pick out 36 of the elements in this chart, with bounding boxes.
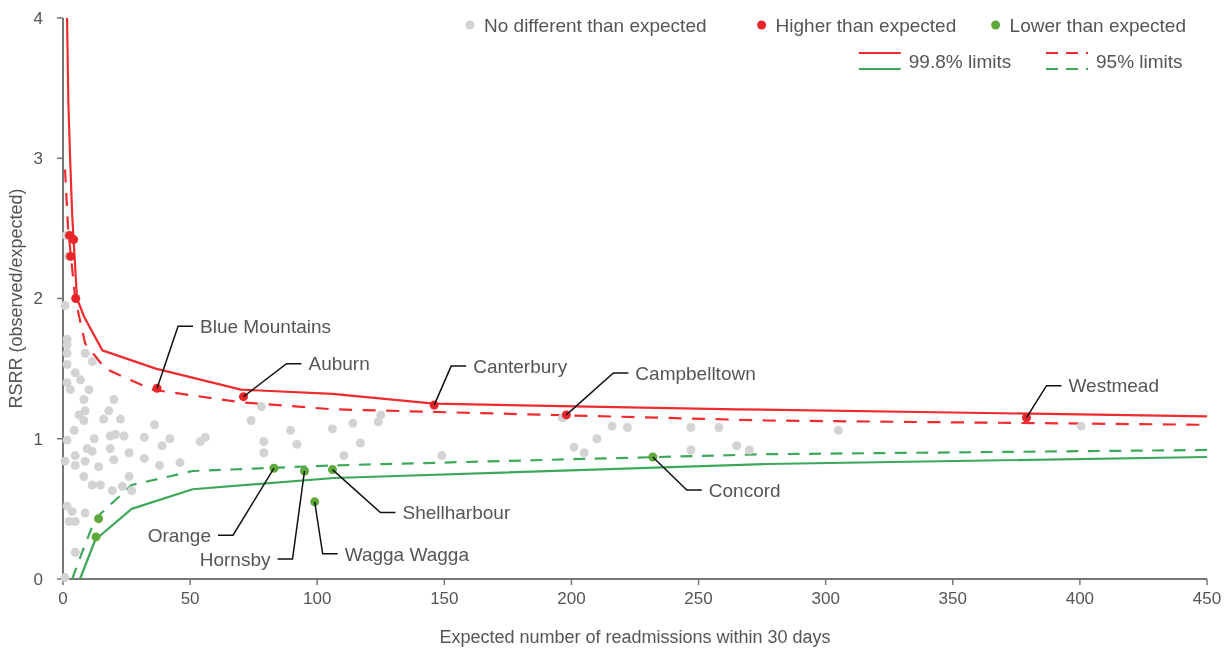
x-tick-label: 400 <box>1065 589 1095 608</box>
y-tick-label: 4 <box>33 8 43 28</box>
annotation: Auburn <box>308 353 370 375</box>
legend-label: 95% limits <box>1096 50 1183 72</box>
legend-label: 99.8% limits <box>908 50 1012 72</box>
annotation: Concord <box>708 479 781 501</box>
annotation: Blue Mountains <box>200 315 332 337</box>
x-tick-label: 50 <box>180 589 200 608</box>
annotation: Orange <box>147 524 211 546</box>
x-tick-label: 250 <box>684 589 713 608</box>
y-axis-title: RSRR (observed/expected) <box>6 188 26 409</box>
x-tick-label: 450 <box>1192 589 1222 608</box>
annotation: Canterbury <box>473 355 568 377</box>
point <box>69 235 79 245</box>
annotation: Westmead <box>1068 375 1159 397</box>
point <box>91 532 101 542</box>
annotation: Hornsby <box>199 548 272 570</box>
x-tick-label: 0 <box>58 589 68 608</box>
annotation: Shellharbour <box>402 502 511 524</box>
x-tick-label: 350 <box>938 589 967 608</box>
x-tick-label: 100 <box>303 589 332 608</box>
y-tick-label: 0 <box>33 569 43 589</box>
legend-label: No different than expected <box>484 14 707 36</box>
legend-label: Higher than expected <box>775 14 957 36</box>
y-tick-label: 3 <box>33 149 43 169</box>
x-tick-label: 200 <box>557 589 586 608</box>
x-tick-label: 300 <box>811 589 840 608</box>
x-axis-title: Expected number of readmissions within 30 days <box>439 627 831 647</box>
annotation: Campbelltown <box>635 362 756 384</box>
annotation: Wagga Wagga <box>344 543 470 565</box>
point <box>71 294 81 303</box>
y-tick-label: 2 <box>33 289 43 309</box>
y-tick-label: 1 <box>33 429 43 449</box>
legend-label: Lower than expected <box>1009 14 1187 36</box>
x-tick-label: 150 <box>430 589 459 608</box>
point <box>94 514 104 524</box>
